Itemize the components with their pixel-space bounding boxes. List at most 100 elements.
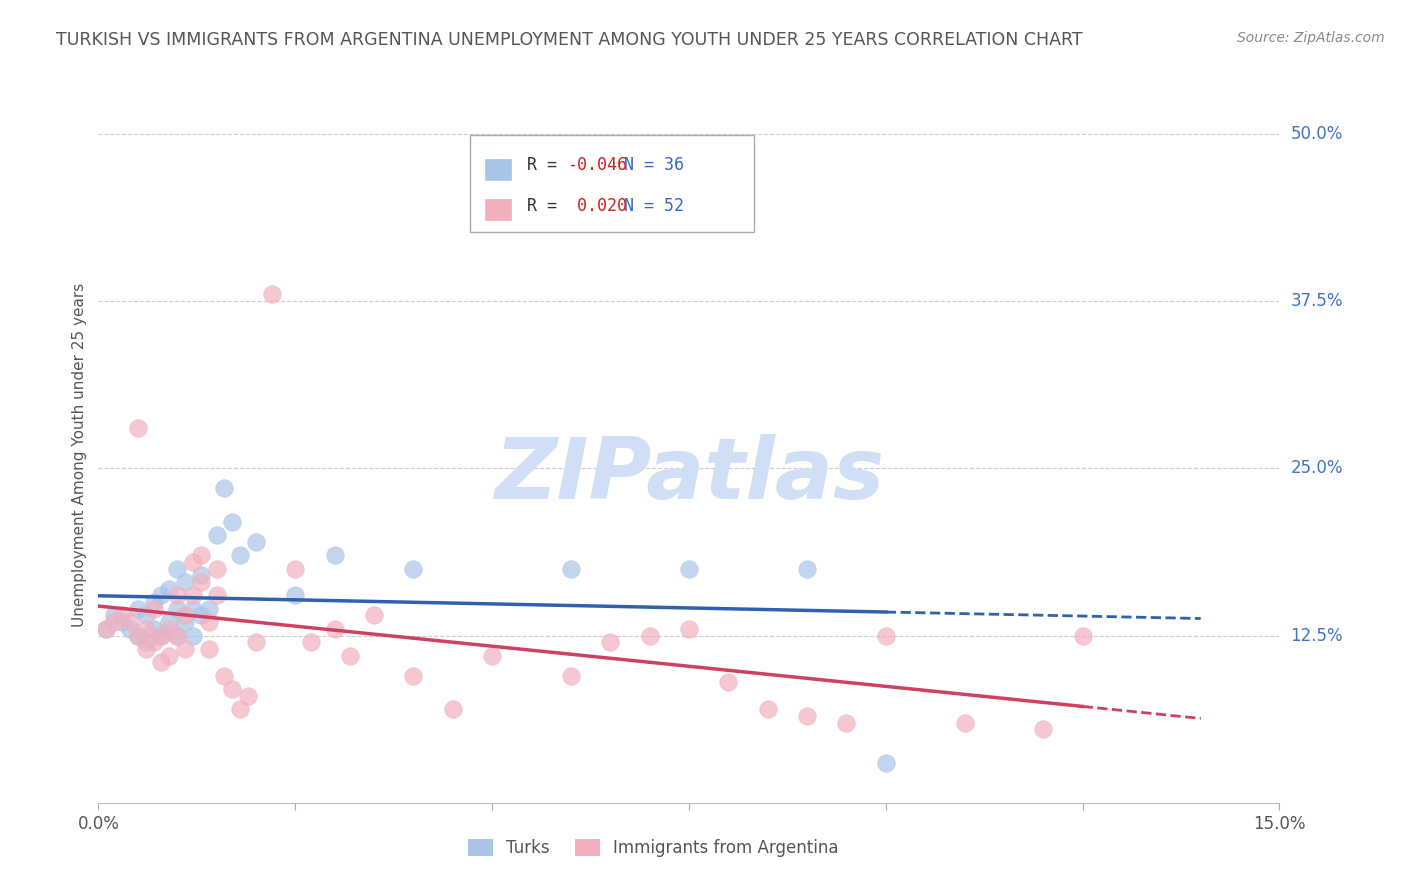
Point — [142, 635, 165, 649]
Point — [181, 602, 204, 616]
Point — [190, 548, 212, 563]
Text: 37.5%: 37.5% — [1291, 292, 1343, 310]
Point — [190, 568, 212, 582]
Text: R =: R = — [527, 197, 567, 215]
FancyBboxPatch shape — [471, 135, 754, 232]
Text: N = 36: N = 36 — [624, 156, 683, 175]
Point — [717, 675, 740, 690]
Point — [1071, 628, 1094, 642]
Point — [402, 562, 425, 576]
Point — [875, 628, 897, 642]
FancyBboxPatch shape — [485, 199, 510, 219]
Point — [118, 622, 141, 636]
Point — [142, 622, 165, 636]
Point — [150, 628, 173, 642]
Text: 50.0%: 50.0% — [1291, 125, 1343, 143]
Point — [103, 615, 125, 630]
Point — [127, 628, 149, 642]
Point — [174, 642, 197, 657]
Point — [166, 589, 188, 603]
Point — [323, 622, 346, 636]
Text: R =: R = — [527, 156, 567, 175]
Point — [150, 589, 173, 603]
Point — [678, 562, 700, 576]
Point — [174, 575, 197, 590]
Point — [339, 648, 361, 663]
Point — [835, 715, 858, 730]
Point — [157, 648, 180, 663]
Point — [796, 562, 818, 576]
Text: 25.0%: 25.0% — [1291, 459, 1343, 477]
Point — [599, 635, 621, 649]
Point — [756, 702, 779, 716]
Point — [197, 642, 219, 657]
Point — [190, 608, 212, 623]
Text: Source: ZipAtlas.com: Source: ZipAtlas.com — [1237, 31, 1385, 45]
Point — [150, 628, 173, 642]
Text: N = 52: N = 52 — [624, 197, 683, 215]
Point — [166, 628, 188, 642]
Point — [157, 615, 180, 630]
Point — [299, 635, 322, 649]
Point — [205, 589, 228, 603]
Point — [174, 615, 197, 630]
Point — [96, 622, 118, 636]
Point — [796, 708, 818, 723]
Point — [135, 635, 157, 649]
Text: ZIPatlas: ZIPatlas — [494, 434, 884, 517]
Point — [214, 669, 236, 683]
Point — [284, 562, 307, 576]
Point — [157, 622, 180, 636]
Point — [214, 482, 236, 496]
Point — [157, 582, 180, 596]
Point — [245, 535, 267, 549]
Point — [181, 628, 204, 642]
Point — [103, 608, 125, 623]
Point — [181, 555, 204, 569]
Point — [197, 615, 219, 630]
Point — [638, 628, 661, 642]
Point — [205, 562, 228, 576]
Point — [245, 635, 267, 649]
Point — [953, 715, 976, 730]
Point — [135, 608, 157, 623]
Text: 12.5%: 12.5% — [1291, 626, 1343, 645]
Point — [402, 669, 425, 683]
Point — [135, 642, 157, 657]
Point — [229, 548, 252, 563]
Point — [678, 622, 700, 636]
Point — [135, 622, 157, 636]
Point — [111, 608, 134, 623]
Text: TURKISH VS IMMIGRANTS FROM ARGENTINA UNEMPLOYMENT AMONG YOUTH UNDER 25 YEARS COR: TURKISH VS IMMIGRANTS FROM ARGENTINA UNE… — [56, 31, 1083, 49]
Point — [127, 421, 149, 435]
Point — [118, 615, 141, 630]
Point — [236, 689, 259, 703]
Point — [481, 648, 503, 663]
Point — [1032, 723, 1054, 737]
FancyBboxPatch shape — [485, 160, 510, 180]
Text: -0.046: -0.046 — [567, 156, 627, 175]
Point — [96, 622, 118, 636]
Point — [142, 602, 165, 616]
Point — [142, 595, 165, 609]
Point — [875, 756, 897, 770]
Point — [197, 602, 219, 616]
Point — [150, 655, 173, 669]
Legend: Turks, Immigrants from Argentina: Turks, Immigrants from Argentina — [461, 832, 845, 864]
Point — [221, 515, 243, 529]
Point — [441, 702, 464, 716]
Point — [174, 608, 197, 623]
Point — [111, 615, 134, 630]
Point — [284, 589, 307, 603]
Point — [260, 287, 283, 301]
Text: 0.020: 0.020 — [567, 197, 627, 215]
Point — [323, 548, 346, 563]
Point — [127, 628, 149, 642]
Y-axis label: Unemployment Among Youth under 25 years: Unemployment Among Youth under 25 years — [72, 283, 87, 627]
Point — [229, 702, 252, 716]
Point — [363, 608, 385, 623]
Point — [221, 681, 243, 696]
Point — [560, 669, 582, 683]
Point — [181, 589, 204, 603]
Point — [190, 575, 212, 590]
